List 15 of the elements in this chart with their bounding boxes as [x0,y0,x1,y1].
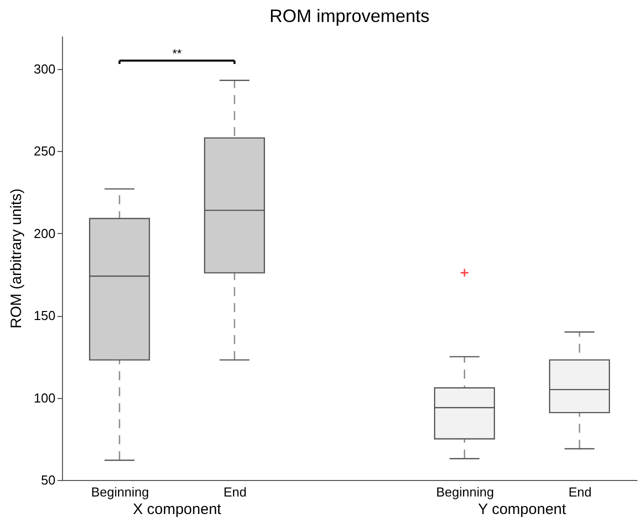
x-tick-label: End [223,484,247,500]
y-tick-label: 150 [34,308,56,324]
y-tick-label: 250 [34,144,56,159]
y-tick-label: 50 [41,472,56,488]
x-tick-label: Beginning [436,484,494,500]
x-tick-label: Beginning [91,484,149,500]
y-tick-label: 100 [34,390,56,406]
y-tick-label: 300 [34,61,56,76]
text: X component [132,501,222,518]
text: Y component [478,501,567,518]
annotation: ** [172,46,182,61]
x-tick-label: End [568,484,592,500]
y-tick-label: 200 [34,226,56,241]
y-axis-title: ROM (arbitrary units) [8,188,25,329]
chart-title: ROM improvements [269,6,430,26]
